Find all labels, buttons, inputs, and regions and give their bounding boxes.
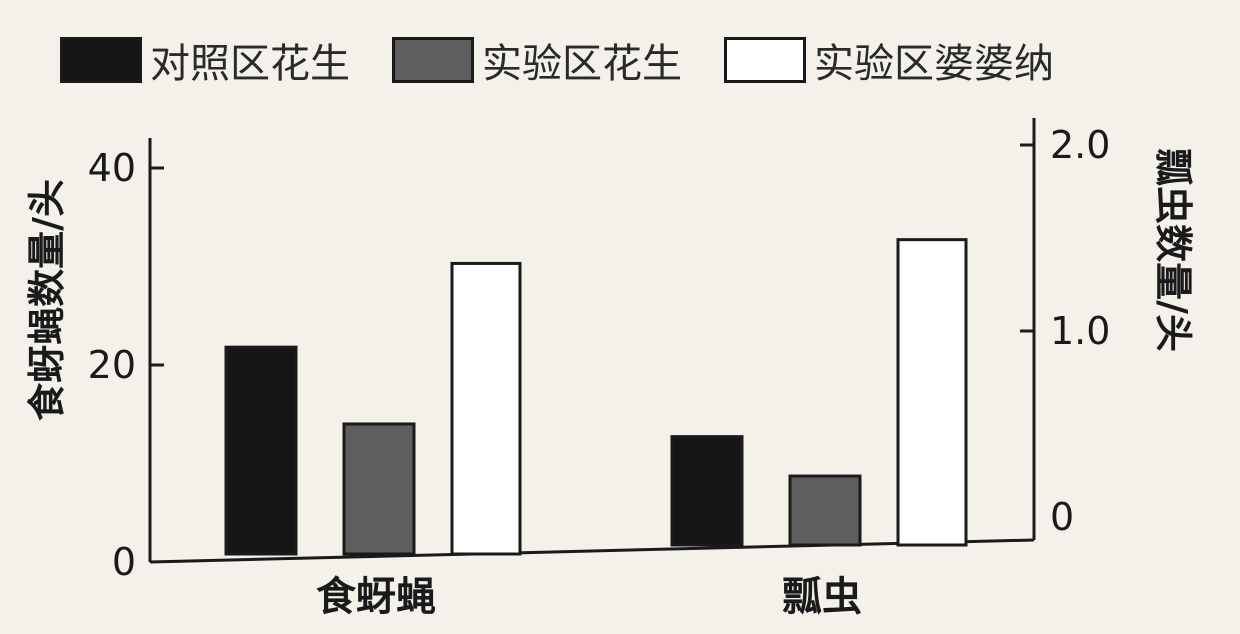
legend-swatch-experiment-veronica (724, 37, 806, 83)
legend-label-control-peanut: 对照区花生 (150, 41, 350, 87)
legend-label-experiment-veronica: 实验区婆婆纳 (814, 41, 1054, 87)
legend-label-experiment-peanut: 实验区花生 (482, 41, 682, 87)
axes (148, 118, 1036, 564)
legend: 对照区花生 实验区花生 实验区婆婆纳 (60, 30, 1230, 90)
bar-hoverfly-0 (224, 345, 298, 556)
left-tick-label: 40 (88, 146, 136, 190)
category-label: 瓢虫 (782, 574, 862, 620)
legend-item-experiment-veronica: 实验区婆婆纳 (724, 31, 1054, 89)
right-tick-label: 0 (1050, 495, 1074, 539)
left-axis-title: 食蚜蝇数量/头 (25, 179, 69, 421)
bar-hoverfly-1 (342, 422, 416, 556)
legend-swatch-experiment-peanut (392, 37, 474, 83)
bar-ladybug-2 (896, 238, 968, 547)
left-tick-label: 20 (88, 343, 136, 387)
legend-item-control-peanut: 对照区花生 (60, 31, 350, 89)
right-tick-label: 2.0 (1050, 123, 1110, 167)
legend-swatch-control-peanut (60, 37, 142, 83)
x-axis-line (149, 538, 1035, 564)
right-axis-title: 瓢虫数量/头 (1151, 148, 1195, 352)
legend-item-experiment-peanut: 实验区花生 (392, 31, 682, 89)
bars (224, 238, 968, 556)
bar-ladybug-0 (670, 435, 744, 547)
left-tick-label: 0 (112, 540, 136, 584)
bar-ladybug-1 (788, 474, 862, 547)
right-tick-label: 1.0 (1050, 309, 1110, 353)
category-label: 食蚜蝇 (316, 574, 436, 620)
bar-hoverfly-2 (450, 261, 522, 556)
